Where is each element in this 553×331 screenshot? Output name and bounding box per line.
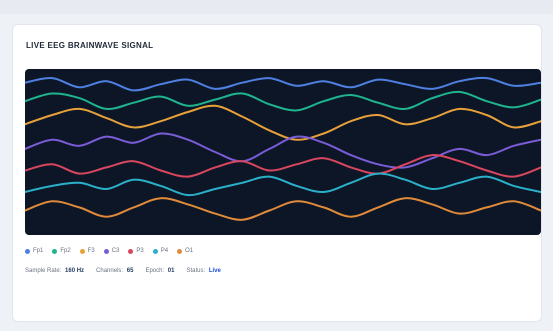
eeg-trace-p4 [25,172,541,197]
eeg-waveform-plot [25,69,541,235]
legend-item-fp1: Fp1 [25,248,43,254]
legend-label: Fp2 [60,248,71,254]
eeg-trace-f3 [25,104,541,141]
legend-item-p4: P4 [152,248,169,254]
stat-status: Status: Live [186,268,220,274]
legend-dot [25,248,30,254]
eeg-signal-card: LIVE EEG BRAINWAVE SIGNAL Fp1 Fp2 F3 C3 … [12,24,542,322]
legend-item-p3: P3 [128,248,144,254]
legend-dot [152,248,158,254]
eeg-waveform-svg [25,76,541,221]
card-title: LIVE EEG BRAINWAVE SIGNAL [26,41,154,50]
eeg-trace-c3 [25,132,541,169]
legend-dot [79,248,85,254]
legend-label: F3 [87,248,95,254]
legend-dot [103,248,109,254]
legend-item-fp2: Fp2 [52,248,71,254]
legend-label: C3 [111,248,120,254]
legend-item-c3: C3 [103,248,120,254]
stat-sample-rate: Sample Rate: 160 Hz [25,268,84,274]
stat-epoch: Epoch: 01 [145,268,174,274]
stat-value: 160 Hz [65,268,85,274]
stat-label: Status: [186,268,206,274]
signal-stats: Sample Rate: 160 Hz Channels: 65 Epoch: … [25,265,221,277]
eeg-trace-p3 [25,154,541,178]
legend-label: O1 [185,248,194,254]
legend-dot [177,248,183,254]
channel-legend: Fp1 Fp2 F3 C3 P3 P4 O1 [25,245,193,257]
legend-dot [128,248,134,254]
legend-item-o1: O1 [177,248,193,254]
stat-label: Epoch: [145,268,165,274]
eeg-trace-fp1 [25,76,541,92]
stat-channels: Channels: 65 [96,268,133,274]
status-live-badge: Live [208,268,221,274]
legend-dot [52,248,58,254]
top-strip [0,0,553,14]
legend-label: Fp1 [33,248,44,254]
legend-label: P4 [160,248,169,254]
legend-label: P3 [136,248,144,254]
stat-label: Channels: [96,268,124,274]
eeg-trace-o1 [25,197,541,221]
eeg-trace-fp2 [25,90,541,112]
stat-label: Sample Rate: [25,268,62,274]
stat-value: 01 [167,268,175,274]
legend-item-f3: F3 [79,248,95,254]
stat-value: 65 [126,268,134,274]
